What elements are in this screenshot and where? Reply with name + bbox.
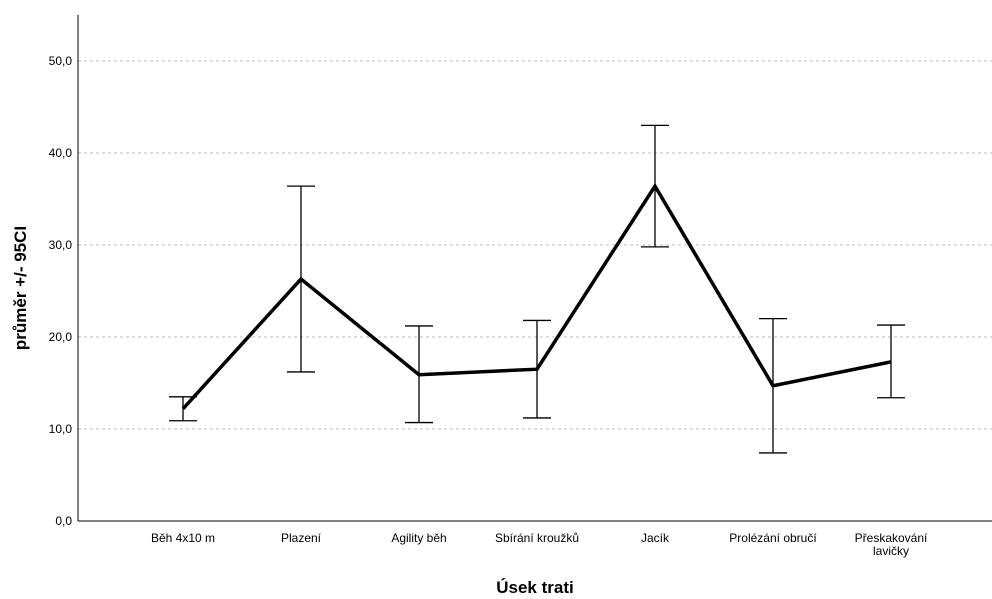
y-tick-label: 0,0	[55, 514, 72, 528]
x-tick-label-line: Prolézání obručí	[729, 531, 817, 545]
x-tick-labels: Běh 4x10 m Plazení Agility běh Sbírání krou…	[151, 531, 928, 558]
x-tick-label: Jacík	[641, 531, 670, 545]
x-tick-label-line: Běh 4x10 m	[151, 531, 215, 545]
y-tick-label: 30,0	[49, 238, 73, 252]
grid-layer	[78, 60, 992, 430]
x-tick-label-line: Jacík	[641, 531, 670, 545]
error-bars	[169, 124, 905, 454]
x-axis-title: Úsek trati	[496, 578, 573, 597]
y-tick-label: 40,0	[49, 146, 73, 160]
x-tick-label: Agility běh	[391, 531, 446, 545]
x-tick-label-line: Plazení	[281, 531, 322, 545]
y-tick-label: 10,0	[49, 422, 73, 436]
y-axis-title: průměr +/- 95CI	[11, 226, 30, 350]
y-tick-label: 20,0	[49, 330, 73, 344]
x-tick-label-line: Přeskakování	[855, 531, 928, 545]
x-tick-label: Plazení	[281, 531, 322, 545]
x-tick-label: Přeskakování lavičky	[855, 531, 928, 558]
axis-layer	[77, 15, 992, 522]
x-tick-label-line: Sbírání kroužků	[495, 531, 579, 545]
x-tick-label: Sbírání kroužků	[495, 531, 579, 545]
y-tick-label: 50,0	[49, 54, 73, 68]
x-tick-label: Běh 4x10 m	[151, 531, 215, 545]
series-line-layer	[181, 182, 892, 410]
y-tick-labels: 0,0 10,0 20,0 30,0 40,0 50,0	[49, 54, 73, 528]
x-tick-label: Prolézání obručí	[729, 531, 817, 545]
x-tick-label-line: Agility běh	[391, 531, 446, 545]
x-tick-label-line: lavičky	[873, 544, 909, 558]
